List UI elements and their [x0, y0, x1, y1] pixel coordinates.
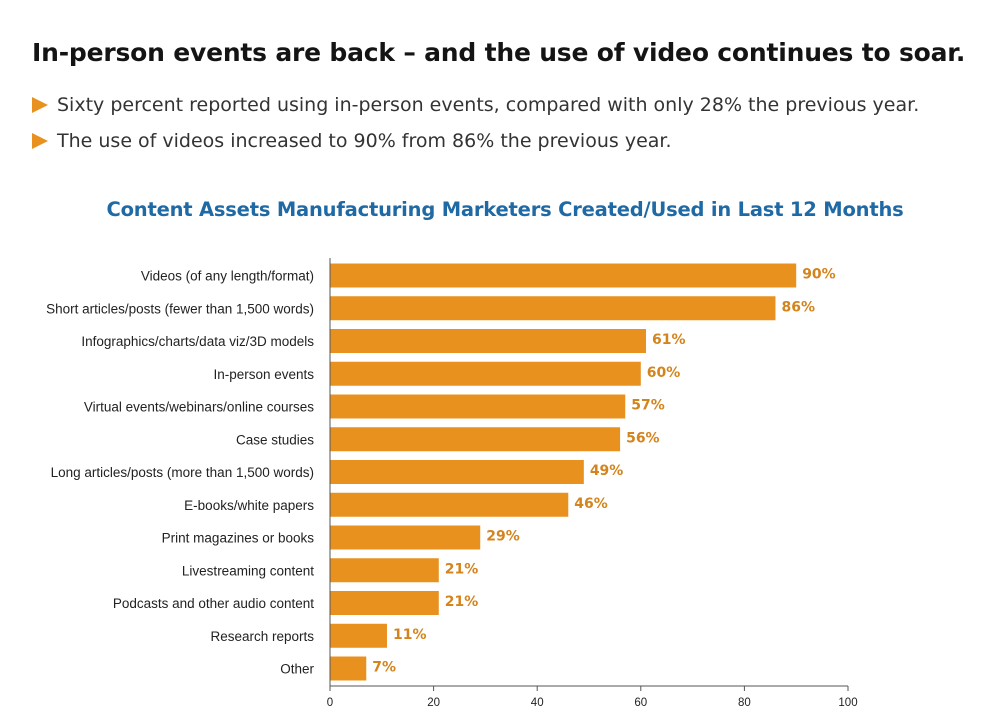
- bar: [330, 296, 776, 321]
- bar: [330, 394, 626, 419]
- category-label: In-person events: [213, 367, 314, 382]
- category-label: Podcasts and other audio content: [113, 596, 314, 611]
- category-label: Case studies: [236, 432, 314, 447]
- value-label: 7%: [372, 660, 396, 676]
- bar: [330, 492, 569, 517]
- x-tick-label: 100: [838, 697, 857, 709]
- chart-title: Content Assets Manufacturing Marketers C…: [106, 198, 904, 221]
- category-label: Short articles/posts (fewer than 1,500 w…: [46, 301, 314, 316]
- value-label: 11%: [393, 627, 427, 643]
- bullet-triangle-icon: [32, 97, 48, 113]
- bar: [330, 623, 387, 648]
- bar: [330, 427, 621, 452]
- bullet-2-text: The use of videos increased to 90% from …: [57, 130, 672, 152]
- category-label: Research reports: [210, 629, 314, 644]
- category-label: Videos (of any length/format): [141, 269, 314, 284]
- x-tick-label: 80: [738, 697, 751, 709]
- bullet-1: Sixty percent reported using in-person e…: [32, 94, 992, 116]
- value-label: 57%: [631, 398, 665, 414]
- category-label: Infographics/charts/data viz/3D models: [81, 334, 314, 349]
- x-tick-label: 40: [531, 697, 544, 709]
- value-label: 21%: [445, 594, 479, 610]
- bar: [330, 558, 439, 583]
- value-label: 61%: [652, 332, 686, 348]
- value-label: 49%: [590, 463, 624, 479]
- category-label: Virtual events/webinars/online courses: [84, 400, 314, 415]
- bar: [330, 329, 646, 353]
- bar: [330, 263, 797, 288]
- value-label: 21%: [445, 561, 479, 577]
- category-label: Long articles/posts (more than 1,500 wor…: [51, 465, 314, 480]
- value-label: 56%: [626, 430, 660, 446]
- x-tick-label: 20: [427, 697, 440, 709]
- bar: [330, 460, 584, 484]
- bar: [330, 525, 481, 550]
- category-label: Print magazines or books: [162, 531, 315, 546]
- bar: [330, 361, 641, 386]
- value-label: 90%: [802, 267, 836, 283]
- value-label: 46%: [574, 496, 608, 512]
- value-label: 86%: [781, 299, 815, 315]
- x-tick-label: 60: [634, 697, 647, 709]
- value-label: 29%: [486, 529, 520, 545]
- bullet-triangle-icon: [32, 133, 48, 149]
- bullet-1-text: Sixty percent reported using in-person e…: [57, 94, 920, 116]
- bar: [330, 656, 367, 681]
- bullet-2: The use of videos increased to 90% from …: [32, 130, 992, 152]
- category-label: Other: [280, 662, 314, 677]
- category-label: Livestreaming content: [182, 563, 314, 578]
- category-label: E-books/white papers: [184, 498, 314, 513]
- value-label: 60%: [647, 365, 681, 381]
- bar: [330, 591, 439, 615]
- headline: In-person events are back – and the use …: [32, 38, 966, 67]
- x-tick-label: 0: [327, 697, 333, 709]
